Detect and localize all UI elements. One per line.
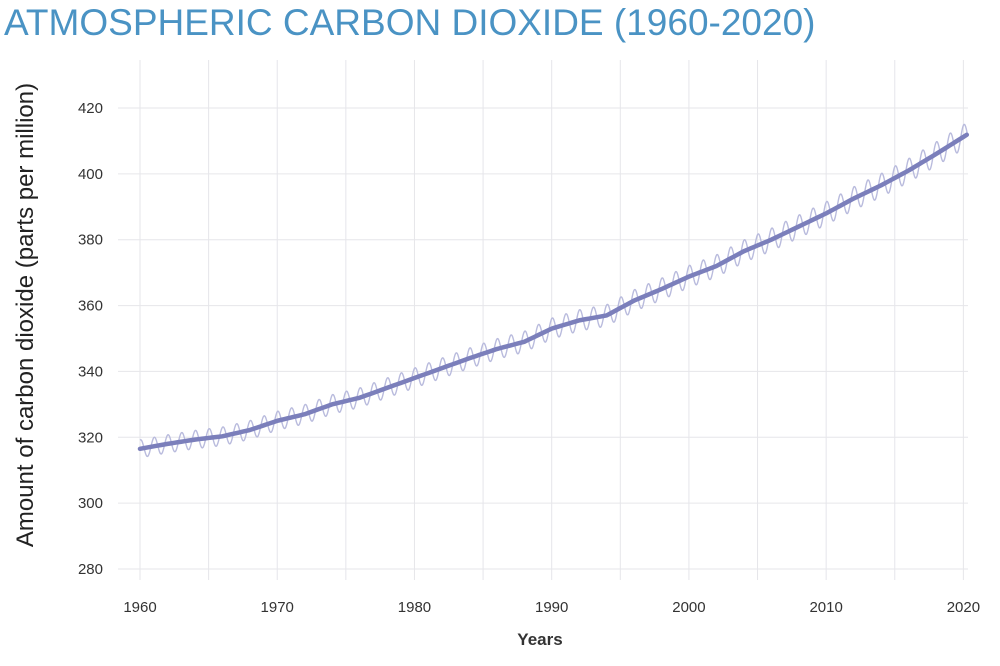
series-trend-line: [137, 132, 970, 452]
y-tick-labels: 280 300 320 340 360 380 400 420: [78, 100, 103, 578]
y-tick-380: 380: [78, 232, 103, 249]
x-tick-2020: 2020: [947, 599, 980, 616]
x-tick-1970: 1970: [261, 599, 294, 616]
x-tick-1980: 1980: [398, 599, 431, 616]
y-tick-320: 320: [78, 429, 103, 446]
horizontal-gridlines: [118, 107, 968, 570]
series-layer: [137, 123, 970, 458]
x-tick-1960: 1960: [123, 599, 156, 616]
y-tick-420: 420: [78, 100, 103, 117]
x-axis-label: Years: [517, 630, 563, 649]
x-tick-1990: 1990: [535, 599, 568, 616]
y-tick-400: 400: [78, 166, 103, 183]
x-tick-2000: 2000: [672, 599, 705, 616]
series-monthly-line: [139, 123, 969, 458]
y-tick-360: 360: [78, 298, 103, 315]
x-tick-2010: 2010: [809, 599, 842, 616]
y-tick-300: 300: [78, 495, 103, 512]
x-tick-labels: 1960 1970 1980 1990 2000 2010 2020: [123, 599, 980, 616]
y-tick-280: 280: [78, 561, 103, 578]
chart-title: ATMOSPHERIC CARBON DIOXIDE (1960-2020): [4, 2, 816, 43]
y-tick-340: 340: [78, 363, 103, 380]
